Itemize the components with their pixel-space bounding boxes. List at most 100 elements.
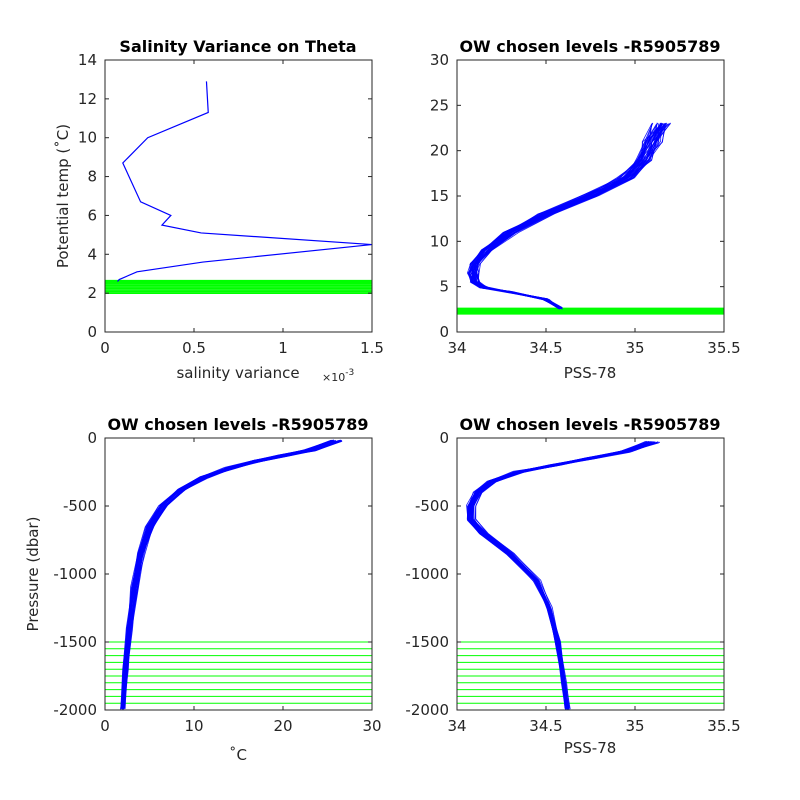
profile-line bbox=[475, 124, 662, 310]
profile-line bbox=[472, 441, 659, 709]
x-axis-multiplier: ×10-3 bbox=[322, 368, 354, 384]
y-tick-label: 12 bbox=[78, 90, 97, 108]
profile-line bbox=[123, 440, 342, 708]
profile-line bbox=[477, 122, 667, 309]
y-tick-label: -2000 bbox=[405, 701, 449, 719]
profile-line bbox=[471, 123, 662, 309]
profile-line bbox=[121, 441, 336, 709]
profile-line bbox=[470, 122, 663, 309]
profile-line bbox=[123, 440, 335, 709]
profile-line bbox=[473, 122, 667, 309]
y-tick-label: 15 bbox=[430, 187, 449, 205]
panel-pressure-salinity: OW chosen levels -R5905789 PSS-78 34 34.5… bbox=[405, 415, 740, 757]
x-tick-label: 35.5 bbox=[707, 717, 740, 735]
profile-line bbox=[472, 123, 660, 309]
panel-title: OW chosen levels -R5905789 bbox=[459, 37, 720, 56]
profile-line bbox=[468, 123, 653, 309]
y-tick-label: 30 bbox=[430, 51, 449, 69]
y-tick-label: 0 bbox=[87, 323, 97, 341]
profile-line bbox=[469, 123, 653, 309]
profile-line bbox=[470, 123, 665, 309]
profile-line bbox=[123, 439, 342, 709]
profile-line bbox=[472, 123, 663, 310]
profile-line bbox=[122, 439, 341, 709]
y-tick-label: 0 bbox=[87, 429, 97, 447]
x-tick-label: 20 bbox=[273, 717, 292, 735]
axes-box bbox=[104, 59, 373, 333]
x-tick-label: 35 bbox=[625, 339, 644, 357]
profile-line bbox=[466, 122, 659, 309]
x-tick-label: 34 bbox=[447, 339, 466, 357]
profile-line bbox=[122, 440, 336, 709]
x-tick-label: 1 bbox=[278, 339, 288, 357]
x-tick-label: 0 bbox=[100, 339, 110, 357]
x-tick-label: 34.5 bbox=[529, 717, 562, 735]
y-axis-label: Potential temp (˚C) bbox=[54, 124, 72, 268]
y-tick-label: -500 bbox=[63, 497, 97, 515]
profile-line bbox=[122, 440, 341, 709]
profile-line bbox=[475, 123, 666, 309]
profile-line bbox=[121, 440, 336, 709]
profile-line bbox=[473, 122, 663, 310]
y-tick-label: 8 bbox=[87, 168, 97, 186]
y-tick-label: 10 bbox=[78, 129, 97, 147]
panel-title: OW chosen levels -R5905789 bbox=[459, 415, 720, 434]
profile-line bbox=[468, 123, 663, 309]
y-tick-label: -1000 bbox=[405, 565, 449, 583]
x-tick-label: 34.5 bbox=[529, 339, 562, 357]
profile-line bbox=[122, 439, 332, 709]
y-tick-label: 14 bbox=[78, 51, 97, 69]
y-tick-label: 20 bbox=[430, 142, 449, 160]
profile-line bbox=[467, 123, 653, 309]
profile-line bbox=[475, 124, 662, 310]
profile-line bbox=[471, 123, 663, 309]
x-tick-label: 0 bbox=[100, 717, 110, 735]
x-tick-label: 35.5 bbox=[707, 339, 740, 357]
profile-line bbox=[121, 440, 339, 709]
profile-line bbox=[120, 440, 334, 709]
profile-line bbox=[124, 440, 342, 709]
profile-line bbox=[123, 441, 337, 709]
y-tick-label: 10 bbox=[430, 232, 449, 250]
x-tick-label: 30 bbox=[362, 717, 381, 735]
profile-line bbox=[470, 122, 662, 309]
profile-line bbox=[123, 440, 343, 709]
profile-line bbox=[469, 122, 654, 309]
profile-line bbox=[124, 440, 339, 709]
profile-line bbox=[469, 123, 663, 309]
profile-line bbox=[467, 441, 648, 710]
profile-line bbox=[120, 440, 336, 709]
profile-line bbox=[471, 122, 658, 309]
profile-line bbox=[467, 123, 657, 309]
x-tick-label: 34 bbox=[447, 717, 466, 735]
x-tick-label: 0.5 bbox=[182, 339, 206, 357]
profile-line bbox=[121, 439, 337, 710]
y-tick-label: -1500 bbox=[53, 633, 97, 651]
y-tick-label: -1000 bbox=[53, 565, 97, 583]
profile-line bbox=[472, 123, 665, 309]
y-tick-label: 5 bbox=[439, 278, 449, 296]
y-tick-label: -500 bbox=[415, 497, 449, 515]
profile-line bbox=[122, 441, 341, 709]
panel-pressure-temperature: OW chosen levels -R5905789 ˚C Pressure (… bbox=[24, 415, 382, 764]
profile-line bbox=[124, 441, 339, 709]
profile-line bbox=[473, 123, 666, 309]
profile-line bbox=[122, 439, 334, 708]
profile-line bbox=[469, 123, 664, 309]
profile-line bbox=[122, 441, 342, 709]
x-axis-label: PSS-78 bbox=[564, 364, 617, 382]
y-tick-label: 6 bbox=[87, 206, 97, 224]
profile-line bbox=[469, 123, 658, 309]
panel-title: OW chosen levels -R5905789 bbox=[107, 415, 368, 434]
profile-line bbox=[476, 123, 665, 309]
profile-line bbox=[470, 123, 661, 310]
profile-line bbox=[474, 123, 669, 310]
profile-line bbox=[471, 123, 664, 309]
profile-line bbox=[471, 122, 661, 309]
x-tick-label: 1.5 bbox=[360, 339, 384, 357]
x-axis-label: salinity variance bbox=[176, 364, 299, 382]
panel-title: Salinity Variance on Theta bbox=[119, 37, 356, 56]
panel-salinity-variance: Salinity Variance on Theta salinity vari… bbox=[54, 37, 384, 384]
y-axis-label: Pressure (dbar) bbox=[24, 517, 42, 632]
